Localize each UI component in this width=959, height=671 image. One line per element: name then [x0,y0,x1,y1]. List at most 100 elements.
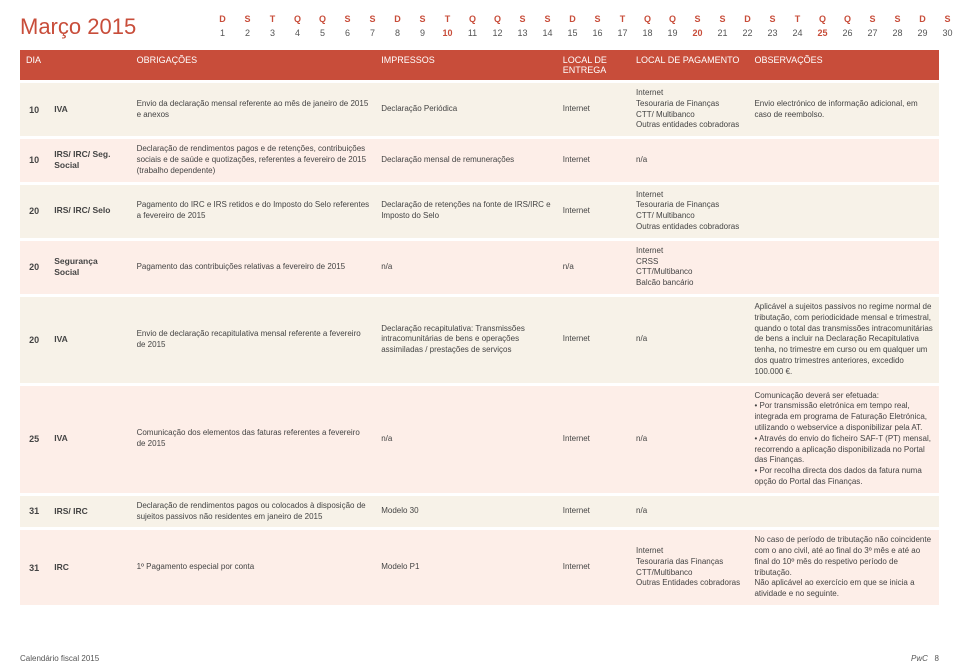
pagamento-cell: Internet CRSS CTT/Multibanco Balcão banc… [630,241,748,294]
tax-cell: Segurança Social [48,241,130,294]
calendar-day-label: S [760,12,785,26]
calendar-date: 2 [235,26,260,40]
calendar-day-label: D [735,12,760,26]
calendar-date: 5 [310,26,335,40]
th-entrega: LOCAL DE ENTREGA [557,50,630,80]
dia-cell: 25 [20,386,48,493]
calendar-day-label: S [860,12,885,26]
observacoes-cell: Aplicável a sujeitos passivos no regime … [748,297,939,383]
calendar-day-label: D [385,12,410,26]
calendar-day-label: S [510,12,535,26]
impressos-cell: Declaração de retenções na fonte de IRS/… [375,185,557,238]
tax-cell: IVA [48,297,130,383]
calendar-day-label: S [935,12,959,26]
calendar-date: 18 [635,26,660,40]
calendar-date: 9 [410,26,435,40]
calendar-date: 26 [835,26,860,40]
calendar-day-label: S [235,12,260,26]
table-row: 10IVAEnvio da declaração mensal referent… [20,80,939,136]
table-row: 10IRS/ IRC/ Seg. SocialDeclaração de ren… [20,136,939,181]
dia-cell: 10 [20,83,48,136]
page-title: Março 2015 [20,14,210,40]
pagamento-cell: n/a [630,496,748,528]
th-blank [48,50,130,80]
impressos-cell: n/a [375,241,557,294]
calendar-date: 17 [610,26,635,40]
calendar-day-label: Q [485,12,510,26]
table-row: 20IVAEnvio de declaração recapitulativa … [20,294,939,383]
calendar-day-label: S [360,12,385,26]
calendar-day-label: Q [810,12,835,26]
calendar-day-label: T [610,12,635,26]
th-impressos: IMPRESSOS [375,50,557,80]
calendar-date: 6 [335,26,360,40]
calendar-date: 1 [210,26,235,40]
obrigacoes-cell: Envio de declaração recapitulativa mensa… [131,297,376,383]
table-body: 10IVAEnvio da declaração mensal referent… [20,80,939,605]
table-row: 25IVAComunicação dos elementos das fatur… [20,383,939,493]
calendar-day-label: D [560,12,585,26]
calendar-day-label: Q [285,12,310,26]
calendar-date: 29 [910,26,935,40]
observacoes-cell [748,496,939,528]
tax-cell: IRS/ IRC [48,496,130,528]
calendar-date: 25 [810,26,835,40]
calendar-date: 3 [260,26,285,40]
header: Março 2015 DSTQQSSDSTQQSSDSTQQSSDSTQQSSD… [20,12,939,40]
entrega-cell: Internet [557,139,630,181]
impressos-cell: Modelo P1 [375,530,557,605]
impressos-cell: Modelo 30 [375,496,557,528]
calendar-day-label: T [785,12,810,26]
dia-cell: 20 [20,241,48,294]
calendar-day-label: Q [835,12,860,26]
table-row: 20IRS/ IRC/ SeloPagamento do IRC e IRS r… [20,182,939,238]
dia-cell: 31 [20,530,48,605]
footer-right: PwC 8 [911,654,939,663]
obrigacoes-cell: Comunicação dos elementos das faturas re… [131,386,376,493]
impressos-cell: Declaração Periódica [375,83,557,136]
table-row: 31IRC1º Pagamento especial por contaMode… [20,527,939,605]
calendar-date: 15 [560,26,585,40]
observacoes-cell [748,185,939,238]
obrigacoes-cell: Declaração de rendimentos pagos e de ret… [131,139,376,181]
calendar-day-label: S [710,12,735,26]
entrega-cell: Internet [557,530,630,605]
calendar: DSTQQSSDSTQQSSDSTQQSSDSTQQSSDST 12345678… [210,12,959,40]
calendar-date: 20 [685,26,710,40]
tax-cell: IRC [48,530,130,605]
calendar-date: 7 [360,26,385,40]
calendar-day-label: S [685,12,710,26]
obrigacoes-cell: Pagamento do IRC e IRS retidos e do Impo… [131,185,376,238]
tax-cell: IRS/ IRC/ Seg. Social [48,139,130,181]
calendar-day-label: Q [635,12,660,26]
impressos-cell: n/a [375,386,557,493]
th-dia: DIA [20,50,48,80]
tax-cell: IRS/ IRC/ Selo [48,185,130,238]
impressos-cell: Declaração recapitulativa: Transmissões … [375,297,557,383]
calendar-day-label: S [585,12,610,26]
pagamento-cell: n/a [630,386,748,493]
dia-cell: 31 [20,496,48,528]
dia-cell: 20 [20,297,48,383]
calendar-day-label: Q [310,12,335,26]
calendar-day-label: S [335,12,360,26]
calendar-day-label: S [410,12,435,26]
entrega-cell: Internet [557,185,630,238]
footer: Calendário fiscal 2015 PwC 8 [20,654,939,663]
table-row: 31IRS/ IRCDeclaração de rendimentos pago… [20,493,939,528]
calendar-date: 22 [735,26,760,40]
obrigacoes-cell: Pagamento das contribuições relativas a … [131,241,376,294]
footer-brand: PwC [911,654,928,663]
pagamento-cell: Internet Tesouraria das Finanças CTT/Mul… [630,530,748,605]
calendar-date: 30 [935,26,959,40]
calendar-day-label: D [210,12,235,26]
table-row: 20Segurança SocialPagamento das contribu… [20,238,939,294]
calendar-date: 19 [660,26,685,40]
calendar-date: 24 [785,26,810,40]
tax-cell: IVA [48,386,130,493]
calendar-day-label: Q [660,12,685,26]
pagamento-cell: n/a [630,297,748,383]
entrega-cell: Internet [557,386,630,493]
th-pagamento: LOCAL DE PAGAMENTO [630,50,748,80]
obrigacoes-cell: 1º Pagamento especial por conta [131,530,376,605]
